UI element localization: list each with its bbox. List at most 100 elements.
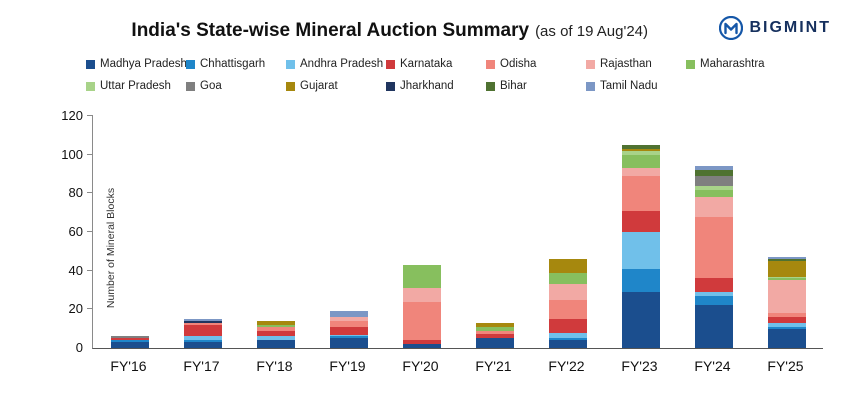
x-axis-labels: FY'16 FY'17 FY'18 FY'19 FY'20 FY'21 FY'22 FY'23… [92,358,822,374]
bar-segment [329,317,368,321]
legend-item: Odisha [486,58,586,70]
y-tick-label: 20 [68,301,83,317]
legend-swatch [286,59,295,69]
bar-segment [475,322,514,327]
y-tick-label: 60 [68,224,83,239]
bar-segment [621,232,660,269]
legend-item: Tamil Nadu [586,80,686,92]
bar-segment [694,197,733,217]
bar-segment [621,150,660,155]
bar-segment [183,319,222,321]
y-tick-label: 100 [61,146,83,162]
legend-item: Gujarat [286,80,386,92]
legend-item: Chhattisgarh [186,58,286,70]
bar-segment [621,148,660,151]
legend-item: Karnataka [386,58,486,70]
bar-segment [548,299,587,320]
legend-swatch [486,81,495,91]
bar-segment [183,336,222,341]
legend-swatch [686,59,695,69]
legend-label: Odisha [500,58,537,70]
bar-segment [694,166,733,171]
legend-swatch [86,81,95,91]
y-tick-mark [87,115,93,116]
bar-segment [621,154,660,169]
bar-segment [767,280,806,314]
plot-area: Number of Mineral Blocks 0 20 40 60 80 100 120 [61,109,823,355]
bar-segment [402,301,441,341]
bar-segment [256,324,295,327]
bar-segment [329,334,368,337]
legend-swatch [386,59,395,69]
y-tick-mark [87,153,93,155]
bar-stack-fy19 [329,311,368,348]
bar-stack-fy18 [256,320,295,348]
y-axis-title: Number of Mineral Blocks [105,187,117,309]
header: India's State-wise Mineral Auction Summa… [0,0,853,42]
y-tick-label: 80 [68,185,83,201]
y-tick-mark [87,308,93,310]
x-tick-label: FY'21 [475,358,512,374]
x-tick-label: FY'25 [767,358,804,374]
legend-label: Goa [200,80,222,92]
legend-label: Madhya Pradesh [100,58,187,70]
bar-segment [767,276,806,279]
bar-segment [329,336,368,339]
legend-label: Gujarat [300,80,338,92]
bar-segment [110,342,149,348]
bar-segment [110,338,149,341]
legend-label: Karnataka [400,58,453,70]
legend-swatch [286,81,295,91]
bar-segment [621,145,660,149]
legend-item: Uttar Pradesh [86,80,186,92]
bar-segment [183,322,222,325]
legend-label: Jharkhand [400,80,454,92]
y-tick-mark [87,231,93,232]
bar-segment [183,324,222,337]
bar-segment [475,326,514,331]
bar-segment [621,268,660,292]
legend-swatch [486,59,495,69]
legend-item: Andhra Pradesh [286,58,386,70]
x-tick-label: FY'20 [402,358,439,374]
bar-segment [694,176,733,186]
legend-swatch [86,59,95,69]
bar-segment [256,330,295,337]
page-title: India's State-wise Mineral Auction Summa… [131,20,530,41]
bar-segment [183,342,222,348]
legend-label: Andhra Pradesh [300,58,384,70]
bar-segment [329,320,368,327]
stacked-bar-chart: Number of Mineral Blocks 0 20 40 60 80 100 120… [0,106,853,406]
bar-stack-fy20 [402,264,441,348]
bar-segment [694,278,733,292]
bar-segment [694,185,733,190]
x-tick-label: FY'19 [329,358,366,374]
legend-label: Uttar Pradesh [100,80,171,92]
x-tick-label: FY'24 [694,358,731,374]
x-tick-label: FY'18 [256,358,293,374]
bar-segment [548,338,587,341]
bar-segment [256,326,295,331]
bar-stack-fy22 [548,259,587,348]
bar-segment [767,278,806,281]
bar-segment [402,264,441,289]
brand-logo: BIGMINT [719,16,831,40]
bar-segment [329,326,368,335]
bar-segment [256,320,295,325]
bar-segment [694,295,733,306]
bar-stack-fy17 [183,319,222,348]
legend-label: Rajasthan [600,58,652,70]
legend-swatch [586,81,595,91]
legend-swatch [586,59,595,69]
bar-segment [767,313,806,318]
bar-segment [694,170,733,176]
x-tick-label: FY'16 [110,358,147,374]
bar-segment [475,330,514,335]
bar-segment [621,168,660,176]
bar-segment [475,334,514,339]
y-tick-label: 0 [75,340,83,355]
bar-segment [694,189,733,198]
bar-segment [329,311,368,318]
legend-swatch [186,59,195,69]
bar-segment [256,336,295,341]
